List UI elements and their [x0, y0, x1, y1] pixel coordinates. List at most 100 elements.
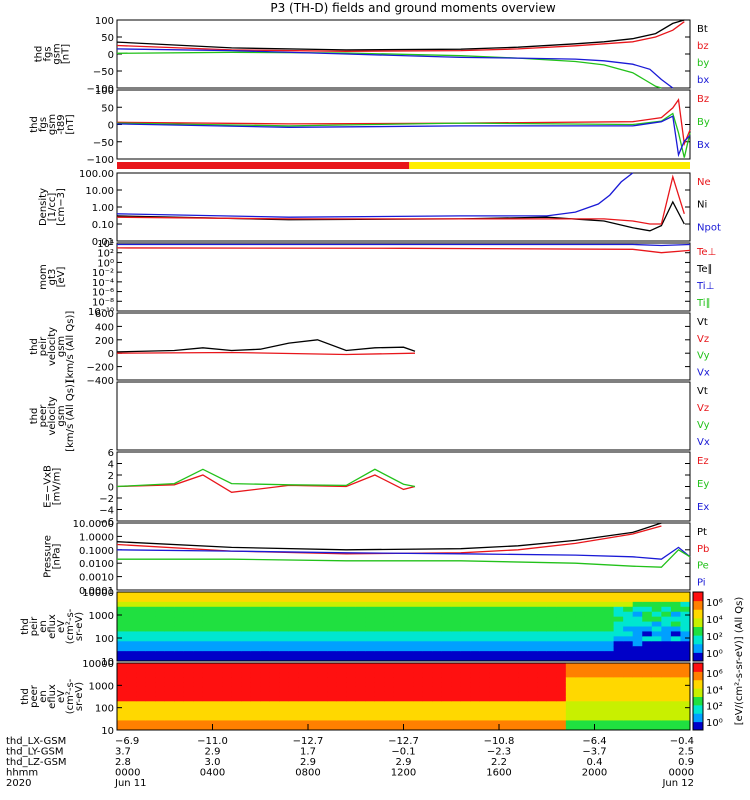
y-tick-label: 10000 [82, 588, 114, 599]
heatmap-cell [165, 697, 175, 702]
heatmap-cell [375, 687, 385, 692]
heatmap-cell [680, 602, 690, 607]
heatmap-cell [442, 697, 452, 702]
heatmap-cell [184, 617, 194, 622]
y-axis-label: Pressure[nPa] [43, 535, 63, 578]
heatmap-cell [375, 663, 385, 668]
legend-entry: Vx [697, 437, 710, 448]
heatmap-cell [146, 631, 156, 636]
heatmap-cell [127, 720, 137, 725]
heatmap-cell [279, 646, 289, 651]
heatmap-cell [318, 677, 328, 682]
heatmap-cell [289, 607, 299, 612]
heatmap-cell [146, 682, 156, 687]
heatmap-cell [623, 607, 633, 612]
legend-entry: Vt [697, 386, 708, 397]
y-tick-label: 6 [108, 448, 114, 459]
panels-group: 100500−50−100thdfgsgsm[nT]Btbzbybx100500… [20, 16, 721, 737]
heatmap-cell [222, 716, 232, 721]
heatmap-cell [270, 716, 280, 721]
heatmap-cell [337, 592, 347, 597]
heatmap-cell [623, 673, 633, 678]
heatmap-cell [499, 592, 509, 597]
heatmap-cell [375, 716, 385, 721]
heatmap-cell [528, 602, 538, 607]
heatmap-cell [537, 646, 547, 651]
heatmap-cell [251, 641, 261, 646]
heatmap-cell [222, 697, 232, 702]
heatmap-cell [642, 706, 652, 711]
heatmap-cell [136, 682, 146, 687]
heatmap-cell [537, 701, 547, 706]
heatmap-cell [155, 697, 165, 702]
heatmap-cell [298, 612, 308, 617]
heatmap-cell [222, 651, 232, 656]
heatmap-cell [528, 631, 538, 636]
heatmap-cell [213, 607, 223, 612]
heatmap-cell [423, 631, 433, 636]
heatmap-cell [547, 682, 557, 687]
heatmap-cell [279, 636, 289, 641]
heatmap-cell [375, 636, 385, 641]
heatmap-cell [442, 677, 452, 682]
heatmap-cell [528, 668, 538, 673]
heatmap-cell [595, 641, 605, 646]
heatmap-cell [518, 668, 528, 673]
heatmap-cell [442, 612, 452, 617]
heatmap-cell [241, 697, 251, 702]
heatmap-cell [289, 687, 299, 692]
heatmap-cell [136, 641, 146, 646]
heatmap-cell [327, 636, 337, 641]
heatmap-cell [528, 622, 538, 627]
heatmap-cell [184, 636, 194, 641]
heatmap-cell [423, 687, 433, 692]
heatmap-cell [680, 682, 690, 687]
heatmap-cell [356, 651, 366, 656]
legend-entry: Pb [697, 544, 709, 555]
heatmap-cell [327, 716, 337, 721]
heatmap-cell [404, 720, 414, 725]
heatmap-cell [384, 706, 394, 711]
heatmap-cell [652, 607, 662, 612]
heatmap-cell [251, 663, 261, 668]
heatmap-cell [537, 663, 547, 668]
heatmap-cell [680, 701, 690, 706]
heatmap-cell [671, 663, 681, 668]
heatmap-cell [604, 646, 614, 651]
heatmap-cell [604, 627, 614, 632]
heatmap-cell [318, 716, 328, 721]
heatmap-cell [566, 627, 576, 632]
heatmap-cell [413, 687, 423, 692]
heatmap-cell [356, 677, 366, 682]
heatmap-cell [365, 697, 375, 702]
heatmap-cell [318, 607, 328, 612]
heatmap-cell [213, 622, 223, 627]
heatmap-cell [251, 602, 261, 607]
heatmap-cell [289, 636, 299, 641]
heatmap-cell [633, 716, 643, 721]
heatmap-cell [623, 687, 633, 692]
heatmap-cell [680, 677, 690, 682]
heatmap-cell [327, 673, 337, 678]
y-tick-label: 0.1000 [79, 546, 114, 557]
heatmap-cell [442, 701, 452, 706]
heatmap-cell [423, 597, 433, 602]
legend-entry: Pe [697, 561, 709, 572]
heatmap-cell [155, 716, 165, 721]
heatmap-cell [461, 663, 471, 668]
heatmap-cell [260, 622, 270, 627]
heatmap-cell [671, 706, 681, 711]
heatmap-cell [585, 692, 595, 697]
panel-p4: 10⁴10²10⁰10⁻²10⁻⁴10⁻⁶10⁻⁸10⁻¹⁰momgt3[eV]… [38, 239, 716, 318]
heatmap-cell [547, 612, 557, 617]
y-tick-label: 10 [101, 726, 114, 737]
series-line-Bz [117, 100, 690, 144]
heatmap-cell [661, 617, 671, 622]
heatmap-cell [384, 627, 394, 632]
heatmap-cell [432, 668, 442, 673]
heatmap-cell [127, 716, 137, 721]
heatmap-cell [489, 711, 499, 716]
heatmap-cell [127, 663, 137, 668]
heatmap-cell [680, 651, 690, 656]
heatmap-cell [308, 641, 318, 646]
